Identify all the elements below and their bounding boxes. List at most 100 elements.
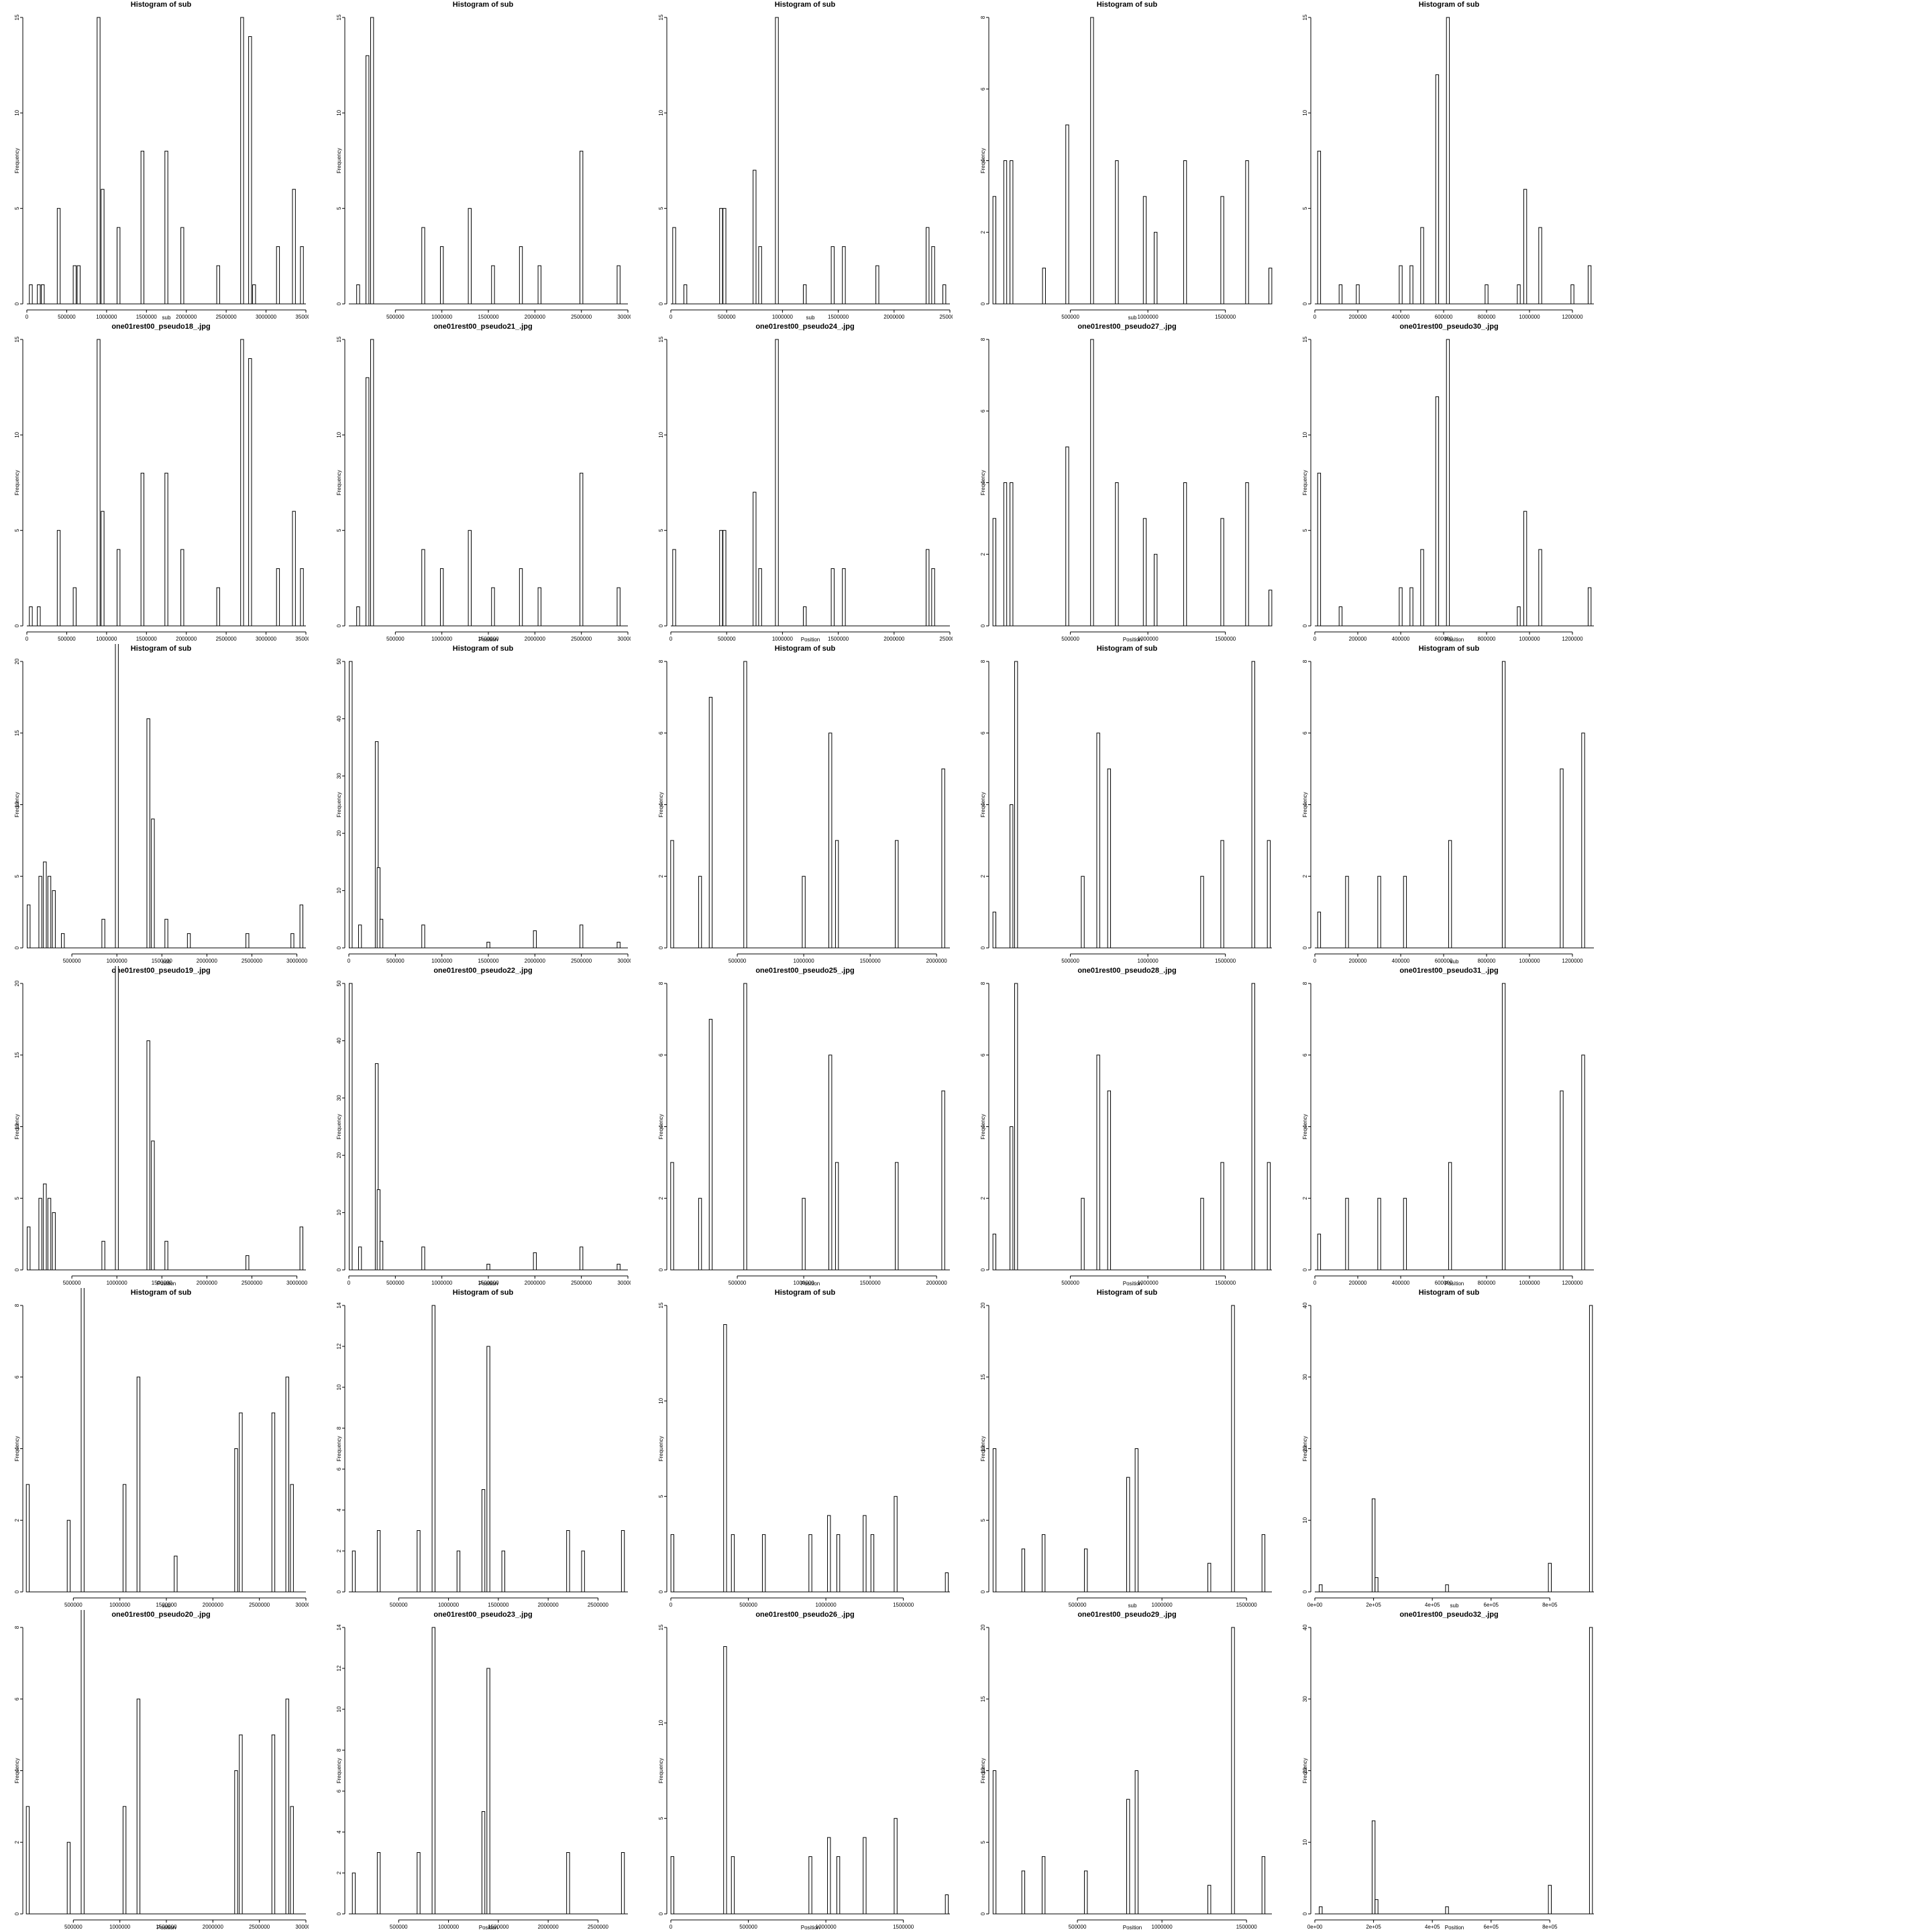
x-tick-label: 1500000	[478, 636, 499, 642]
histogram-bar	[151, 818, 155, 949]
histogram-bar	[1377, 1197, 1381, 1271]
histogram-bar	[421, 549, 425, 627]
y-tick-label: 40	[1302, 1302, 1308, 1308]
chart-title: one01rest00_pseudo18_.jpg	[111, 323, 210, 331]
histogram-panel-18: one01rest00_pseudo25_.jpg 0 2 4 6 8 500000 1000…	[658, 967, 950, 1287]
histogram-bar	[1548, 1884, 1552, 1915]
y-tick-label: 4	[658, 803, 664, 806]
y-tick-label: 30	[336, 1095, 342, 1101]
y-tick-label: 4	[14, 1769, 20, 1772]
y-axis-label: Frequency	[1302, 792, 1308, 818]
x-tick-label: 800000	[1478, 636, 1496, 642]
histogram-bar	[808, 1534, 812, 1593]
x-tick-label: 2000000	[197, 958, 218, 964]
histogram-bar	[1403, 1197, 1407, 1271]
y-tick-label: 15	[658, 336, 664, 342]
histogram-bar	[358, 924, 362, 949]
y-tick-label: 0	[658, 624, 664, 627]
x-tick-label: 2000000	[197, 1280, 218, 1286]
histogram-bar	[300, 246, 304, 305]
histogram-bar	[1003, 160, 1008, 305]
histogram-panel-25: Histogram of sub 0 10 20 30 40 0e+00 2e+05 4e+05…	[1302, 1289, 1594, 1609]
x-tick-label: 2500000	[939, 314, 953, 320]
x-tick-label: 1000000	[1519, 314, 1540, 320]
histogram-panel-4: Histogram of sub 0 2 4 6 8 500000 1000000 150000…	[980, 1, 1273, 321]
x-tick-label: 3000000	[295, 1924, 309, 1930]
y-tick-label: 0	[336, 1268, 342, 1271]
x-tick-label: 3500000	[295, 314, 309, 320]
histogram-bar	[926, 549, 930, 627]
x-tick-label: 1000000	[1138, 636, 1159, 642]
histogram-bar	[1245, 482, 1249, 627]
histogram-bar	[533, 1252, 537, 1271]
histogram-bar	[1345, 1197, 1349, 1271]
x-tick-label: 2000000	[203, 1602, 224, 1608]
histogram-bar	[1010, 1126, 1014, 1271]
histogram-bar	[216, 265, 220, 305]
y-tick-label: 20	[14, 980, 20, 986]
x-tick-label: 3000000	[617, 1280, 631, 1286]
y-tick-label: 0	[14, 1590, 20, 1593]
x-tick-label: 2000000	[926, 958, 948, 964]
y-tick-label: 0	[336, 624, 342, 627]
histogram-bar	[285, 1699, 289, 1915]
y-tick-label: 14	[336, 1624, 342, 1630]
histogram-bar	[1126, 1799, 1130, 1915]
histogram-bar	[708, 1018, 713, 1271]
histogram-bar	[1096, 1055, 1100, 1271]
y-tick-label: 6	[980, 87, 986, 91]
histogram-bar	[1014, 983, 1018, 1271]
chart-title: one01rest00_pseudo32_.jpg	[1399, 1611, 1498, 1619]
histogram-bar	[827, 1837, 831, 1915]
x-tick-label: 1500000	[156, 1924, 177, 1930]
x-tick-label: 500000	[64, 1602, 83, 1608]
y-axis-label: Frequency	[336, 470, 342, 496]
histogram-bar	[743, 983, 747, 1271]
histogram-bar	[376, 867, 381, 949]
y-axis-label: Frequency	[336, 1114, 342, 1140]
histogram-bar	[1010, 160, 1014, 305]
y-tick-label: 0	[336, 302, 342, 305]
histogram-bar	[698, 875, 702, 949]
y-tick-label: 10	[14, 802, 20, 808]
x-tick-label: 600000	[1435, 314, 1453, 320]
y-axis-label: Frequency	[980, 1436, 986, 1462]
x-tick-label: 200000	[1349, 314, 1367, 320]
histogram-bar	[1041, 1534, 1046, 1593]
histogram-bar	[421, 1246, 425, 1271]
y-tick-label: 10	[658, 431, 664, 437]
histogram-panel-8: one01rest00_pseudo24_.jpg 0 5 10 15 0 500000 10…	[658, 323, 953, 643]
x-tick-label: 1500000	[478, 1280, 499, 1286]
histogram-bar	[672, 227, 676, 305]
histogram-bar	[246, 933, 250, 949]
y-tick-label: 0	[14, 624, 20, 627]
chart-title: Histogram of sub	[1097, 1, 1158, 9]
x-tick-label: 2500000	[939, 636, 953, 642]
histogram-bar	[421, 924, 425, 949]
histogram-bar	[299, 1226, 303, 1271]
x-tick-label: 2000000	[538, 1924, 559, 1930]
histogram-bar	[802, 284, 807, 305]
histogram-bar	[1090, 339, 1094, 627]
histogram-bar	[292, 511, 296, 627]
y-tick-label: 40	[336, 1037, 342, 1043]
y-tick-label: 4	[980, 1125, 986, 1128]
y-tick-label: 10	[1302, 1517, 1308, 1523]
y-tick-label: 8	[14, 1625, 20, 1629]
y-tick-label: 10	[336, 1384, 342, 1390]
x-tick-label: 500000	[1061, 1280, 1079, 1286]
histogram-panel-27: one01rest00_pseudo23_.jpg 0 2 4 6 8 10 12 14 5000…	[336, 1611, 628, 1931]
histogram-bar	[439, 568, 444, 627]
y-tick-label: 5	[980, 1518, 986, 1521]
y-tick-label: 15	[14, 336, 20, 342]
x-tick-label: 800000	[1478, 1280, 1496, 1286]
y-tick-label: 10	[336, 109, 342, 115]
histogram-bar	[136, 1699, 141, 1915]
histogram-bar	[290, 933, 294, 949]
histogram-bar	[374, 1063, 379, 1271]
histogram-bar	[1345, 875, 1349, 949]
histogram-bar	[835, 1162, 839, 1271]
x-axis-label: sub	[1128, 1603, 1137, 1609]
histogram-bar	[1517, 606, 1521, 627]
x-tick-label: 4e+05	[1425, 1924, 1440, 1930]
